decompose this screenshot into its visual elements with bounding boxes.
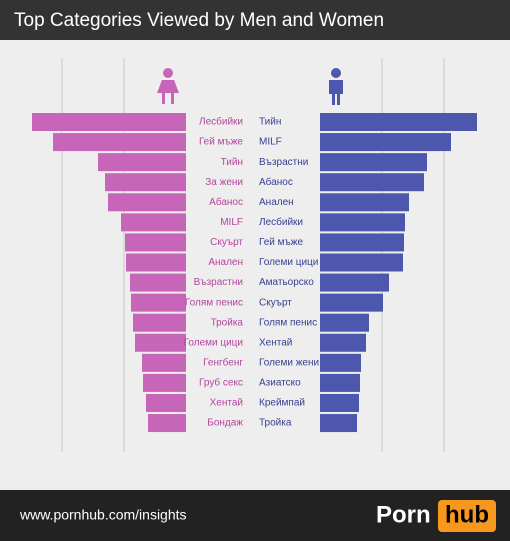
bar [108,193,186,212]
category-label: Лесбийки [259,216,303,228]
category-label: Лесбийки [199,116,243,128]
category-label: Възрастни [259,157,308,168]
bar [126,253,186,272]
bar [143,373,186,392]
category-label: Голям пенис [259,317,317,328]
category-label: Абанос [259,176,293,188]
bars: Лесбийки Гей мъже Тийн За жени Абанос MILF Ску… [32,113,477,433]
bar [148,414,186,433]
category-label: Тийн [221,157,243,168]
bar [98,153,186,172]
bar [320,193,409,212]
category-label: Аматьорско [259,277,314,288]
category-label: Тройка [259,418,292,429]
bar [320,373,360,392]
category-label: Азиатско [259,378,301,389]
bar [320,233,404,252]
bar [320,393,359,412]
category-label: Тийн [259,117,281,128]
bar [320,133,451,152]
bar [320,153,427,172]
category-label: Креймпай [259,398,305,409]
bar [105,173,186,192]
bar [320,293,383,312]
category-label: За жени [205,177,243,188]
female-icon [157,68,179,104]
bar [121,213,186,232]
category-label: Възрастни [194,277,243,288]
logo-left: Porn [376,501,431,528]
category-label: MILF [220,217,243,228]
category-label: Хентай [210,398,243,409]
category-label: MILF [259,137,282,148]
category-label: Абанос [209,196,243,208]
category-label: Големи жени [259,357,319,368]
bar [131,293,186,312]
category-label: Големи цици [184,337,243,348]
bar [133,313,186,332]
category-label: Бондаж [207,418,243,429]
category-label: Анален [208,257,243,268]
bar [320,213,405,232]
header-bar [0,0,510,40]
bar [320,173,424,192]
category-label: Гей мъже [199,137,243,148]
footer-bar [0,490,510,541]
category-label: Голям пенис [185,297,243,308]
bar [320,253,403,272]
bar [320,113,477,131]
bar [130,273,186,292]
bar [320,353,361,372]
bar [320,313,369,332]
chart-title: Top Categories Viewed by Men and Women [14,10,384,31]
category-label: Скуърт [259,297,292,308]
bar [135,333,186,352]
category-label: Груб секс [199,377,243,389]
male-icon [329,68,343,105]
bar [320,414,357,433]
bar [53,133,186,152]
bar [142,353,186,372]
category-label: Гей мъже [259,237,303,248]
bar [146,393,186,412]
category-label: Големи цици [259,257,318,268]
category-label: Анален [259,197,294,208]
logo-right: hub [445,501,489,528]
bar [320,333,366,352]
bar [125,233,186,252]
footer-url: www.pornhub.com/insights [19,507,187,523]
category-label: Хентай [259,337,292,348]
logo-box [438,500,496,532]
category-label: Скуърт [210,237,243,248]
category-label: Генгбенг [203,356,243,368]
bar [32,113,186,131]
category-label: Тройка [211,317,244,328]
bar [320,273,389,292]
